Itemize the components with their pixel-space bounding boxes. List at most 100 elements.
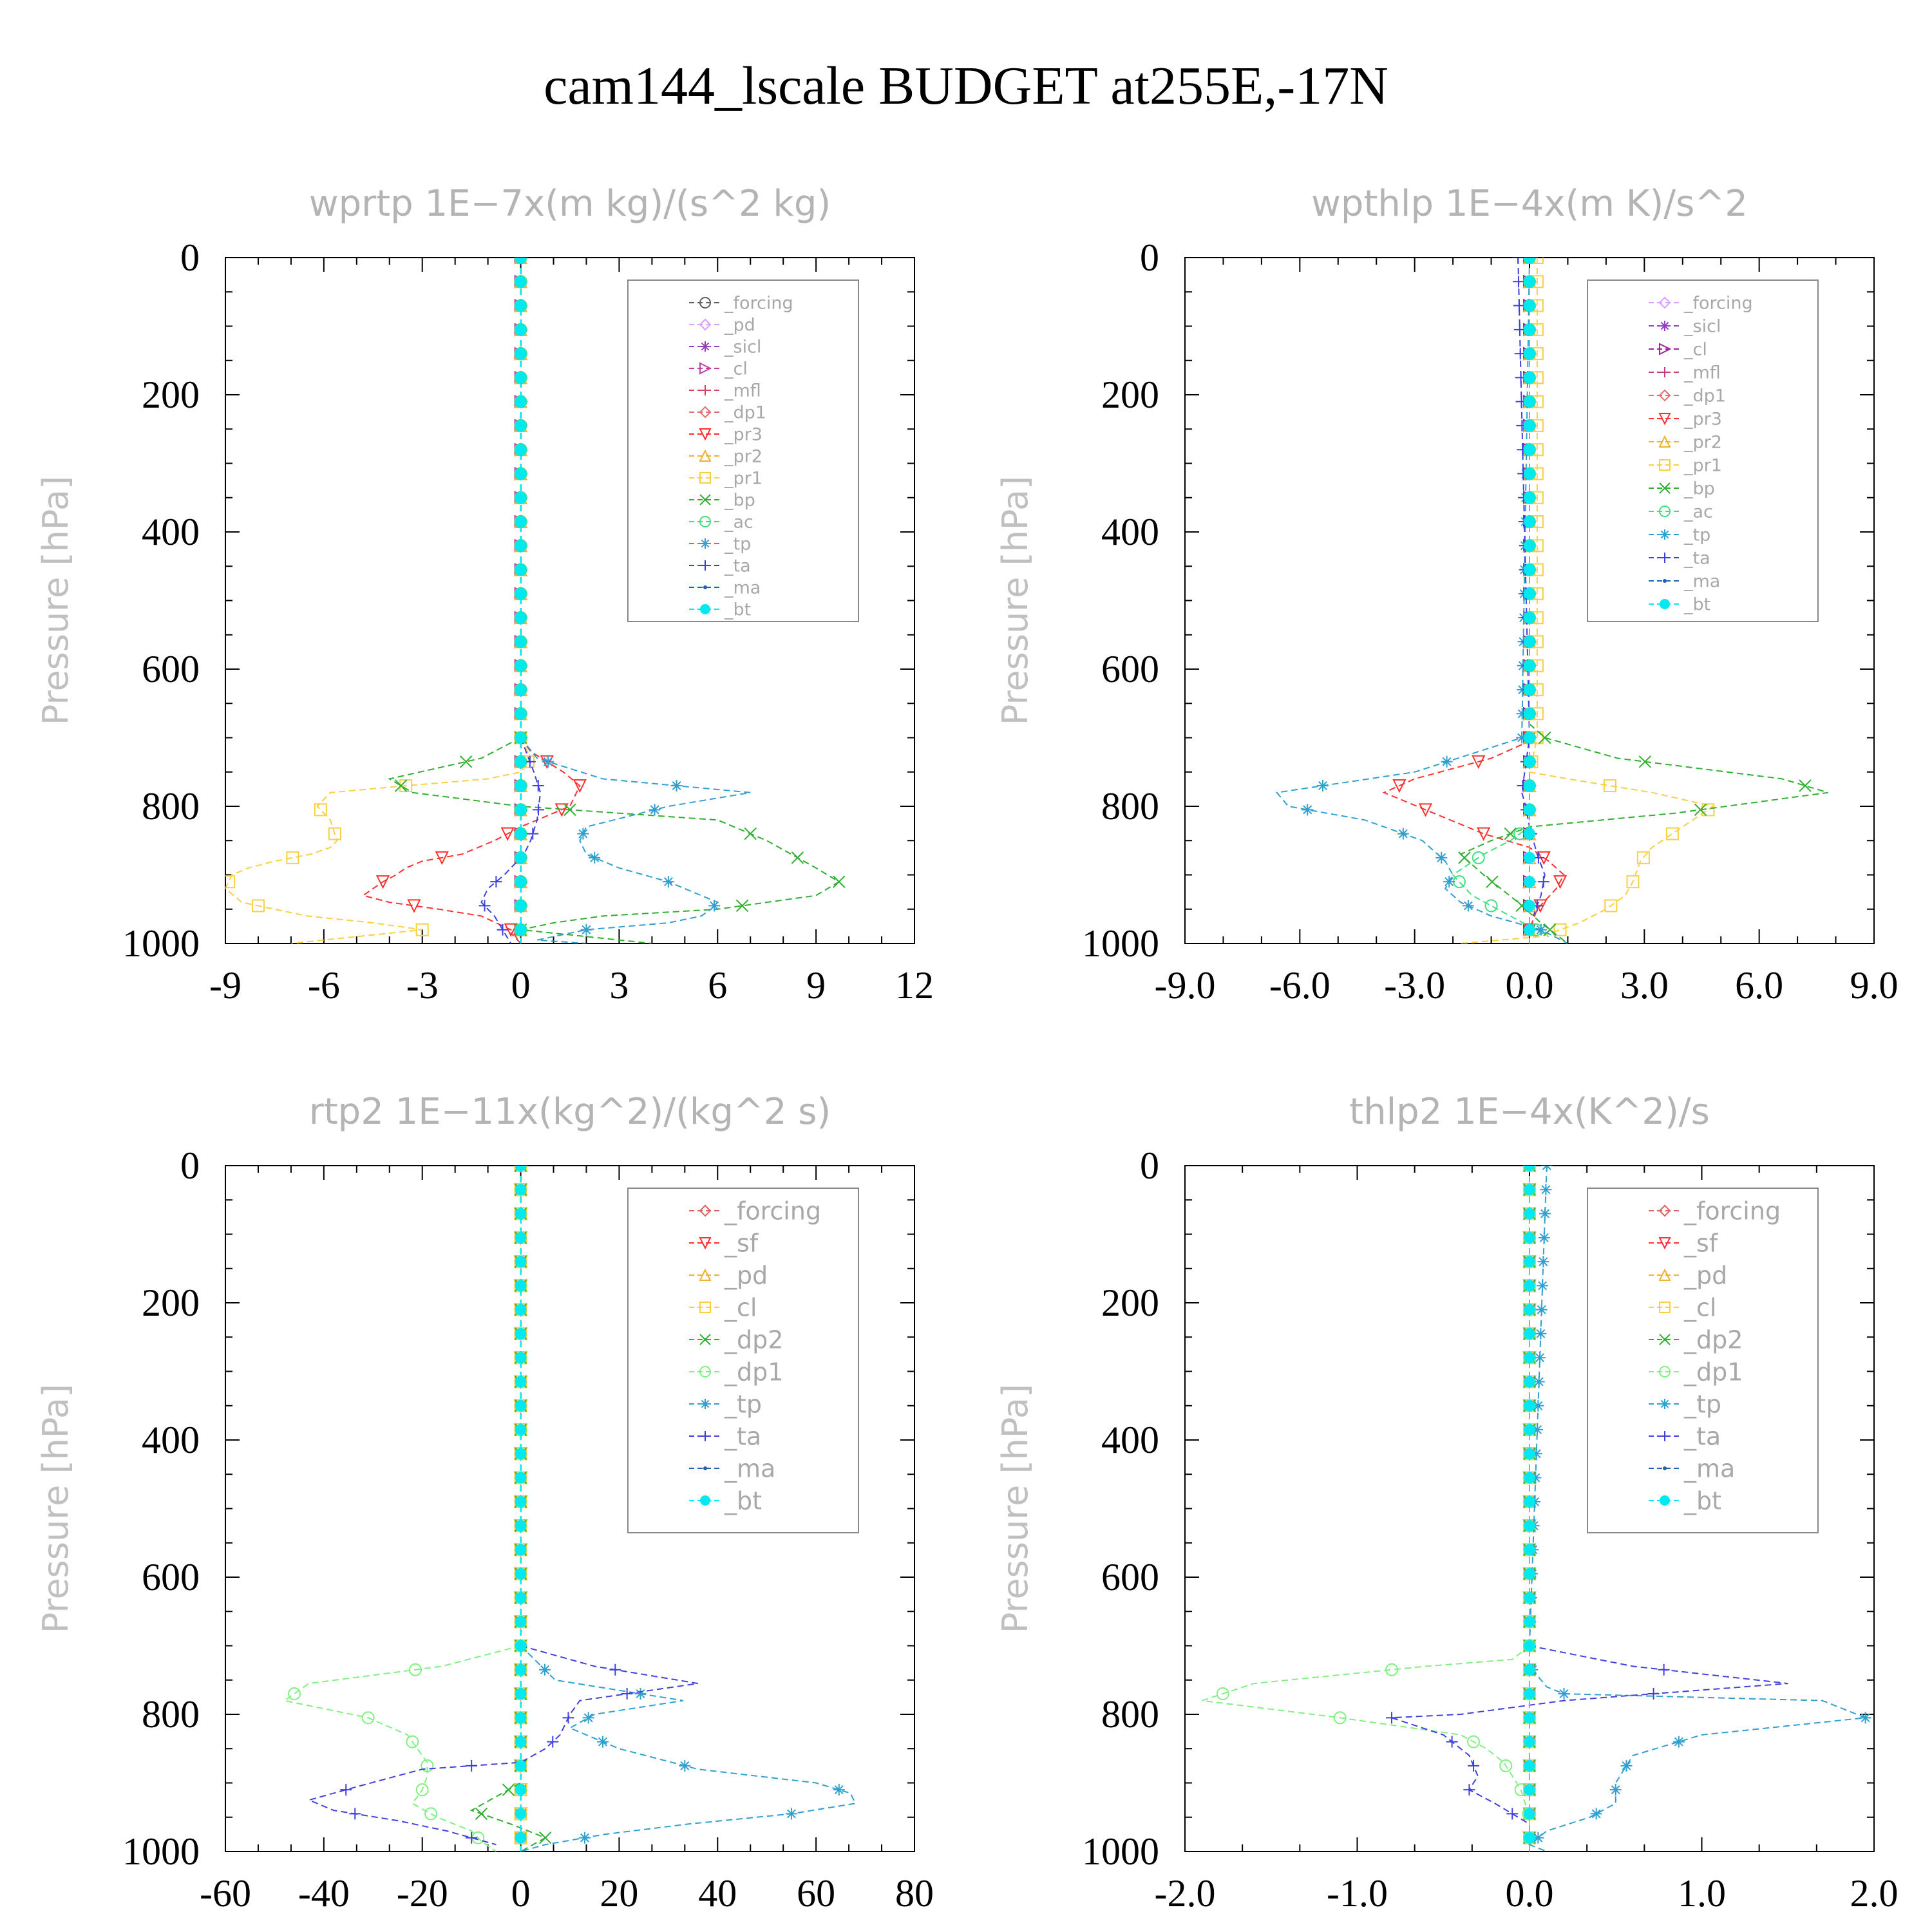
legend-label: _tp xyxy=(1683,1390,1721,1418)
data-point xyxy=(515,1399,527,1412)
data-point xyxy=(500,827,515,841)
legend-marker xyxy=(1660,599,1670,609)
data-point xyxy=(515,1567,527,1580)
legend-label: _bt xyxy=(1683,1486,1721,1515)
y-axis-label: Pressure [hPa] xyxy=(35,1384,76,1633)
data-point xyxy=(562,1712,574,1724)
legend-item: _pr3 xyxy=(689,424,762,444)
data-point xyxy=(1638,755,1652,768)
x-tick-label: 12 xyxy=(895,964,934,1007)
data-point xyxy=(1524,1352,1535,1364)
x-tick-label: -20 xyxy=(397,1872,448,1915)
series-markers-bt xyxy=(1524,1166,1535,1844)
data-point xyxy=(515,683,527,696)
y-tick-label: 600 xyxy=(1101,1556,1159,1598)
x-tick-label: 6 xyxy=(708,964,727,1007)
figure-title: cam144_lscale BUDGET at255E,-17N xyxy=(544,56,1388,116)
series-markers-bt xyxy=(515,258,527,936)
legend-label: _pr2 xyxy=(724,446,762,466)
data-point xyxy=(1524,1591,1535,1604)
legend-item: _ta xyxy=(1649,548,1710,568)
data-point xyxy=(1524,468,1535,480)
data-point xyxy=(421,1759,434,1772)
data-point xyxy=(515,323,527,336)
data-point xyxy=(1392,779,1406,793)
legend-marker xyxy=(699,1268,712,1281)
data-point xyxy=(1524,564,1535,576)
legend-label: _ta xyxy=(1683,1422,1721,1450)
data-point xyxy=(1453,875,1466,889)
data-point xyxy=(1540,1166,1553,1171)
legend-label: _pr1 xyxy=(1683,455,1722,475)
legend: _forcing _sf _pd _cl _dp2 _dp1 _tp _ta _ma _bt xyxy=(1587,1188,1819,1533)
x-tick-label: 2.0 xyxy=(1850,1872,1899,1915)
data-point xyxy=(554,803,569,817)
x-tick-label: -2.0 xyxy=(1155,1872,1216,1915)
data-point xyxy=(1524,395,1535,408)
legend-marker xyxy=(1659,506,1671,517)
y-axis-label: Pressure [hPa] xyxy=(995,1384,1036,1633)
data-point xyxy=(1477,827,1491,841)
legend-label: _forcing xyxy=(724,1197,821,1225)
x-tick-label: -3.0 xyxy=(1384,964,1445,1007)
data-point xyxy=(1524,1208,1535,1220)
x-tick-label: -3 xyxy=(406,964,439,1007)
legend-item: _bp xyxy=(1649,478,1715,498)
legend-marker xyxy=(699,428,712,441)
x-tick-label: 6.0 xyxy=(1735,964,1783,1007)
data-point xyxy=(1604,899,1618,913)
legend-item: _tp xyxy=(1649,1390,1721,1418)
series-line-pr1 xyxy=(1460,258,1715,943)
legend-label: _sicl xyxy=(1683,316,1721,336)
data-point xyxy=(1524,1688,1535,1700)
data-point xyxy=(1499,1759,1513,1772)
series-markers-bt xyxy=(515,1166,527,1844)
data-point xyxy=(1530,1472,1542,1484)
series-line-tp xyxy=(520,737,751,943)
data-point xyxy=(621,1688,633,1700)
data-point xyxy=(478,900,491,912)
data-point xyxy=(735,899,749,913)
x-tick-label: -9.0 xyxy=(1155,964,1216,1007)
legend-marker xyxy=(1663,1466,1667,1470)
legend-item: _ta xyxy=(689,556,751,576)
data-point xyxy=(1486,875,1499,888)
data-point xyxy=(515,372,527,384)
legend-label: _ma xyxy=(724,578,761,598)
x-tick-label: 80 xyxy=(895,1872,934,1915)
data-point xyxy=(1524,636,1535,648)
data-point xyxy=(515,444,527,456)
series-line-tp xyxy=(1275,258,1568,943)
data-point xyxy=(1609,1784,1622,1796)
legend-marker xyxy=(700,1399,710,1409)
data-point xyxy=(515,491,527,504)
legend-marker xyxy=(699,1237,712,1250)
data-point xyxy=(1472,755,1486,770)
data-point xyxy=(1512,258,1524,263)
legend-marker xyxy=(1659,459,1671,471)
plot-area xyxy=(225,258,846,943)
legend-label: _cl xyxy=(1683,339,1707,359)
legend-item: _bt xyxy=(1649,1486,1721,1515)
legend-marker xyxy=(700,341,710,352)
data-point xyxy=(1463,1784,1475,1796)
data-point xyxy=(1524,1520,1535,1532)
data-point xyxy=(1537,1256,1549,1268)
data-point xyxy=(288,1687,301,1701)
data-point xyxy=(596,1736,609,1748)
legend-label: _dp1 xyxy=(1683,386,1726,406)
y-tick-label: 200 xyxy=(1101,374,1159,416)
panel-title: thlp2 1E−4x(K^2)/s xyxy=(1349,1091,1710,1133)
x-tick-label: 60 xyxy=(797,1872,835,1915)
legend-label: _tp xyxy=(724,534,751,554)
legend-label: _bt xyxy=(724,1486,762,1515)
data-point xyxy=(708,900,721,912)
data-point xyxy=(589,851,601,864)
data-point xyxy=(225,875,236,889)
x-tick-label: 3 xyxy=(609,964,629,1007)
legend-item: _tp xyxy=(1649,525,1710,545)
data-point xyxy=(1524,299,1535,312)
legend-marker xyxy=(1660,553,1670,563)
x-tick-label: -1.0 xyxy=(1327,1872,1388,1915)
data-point xyxy=(1620,1759,1633,1772)
